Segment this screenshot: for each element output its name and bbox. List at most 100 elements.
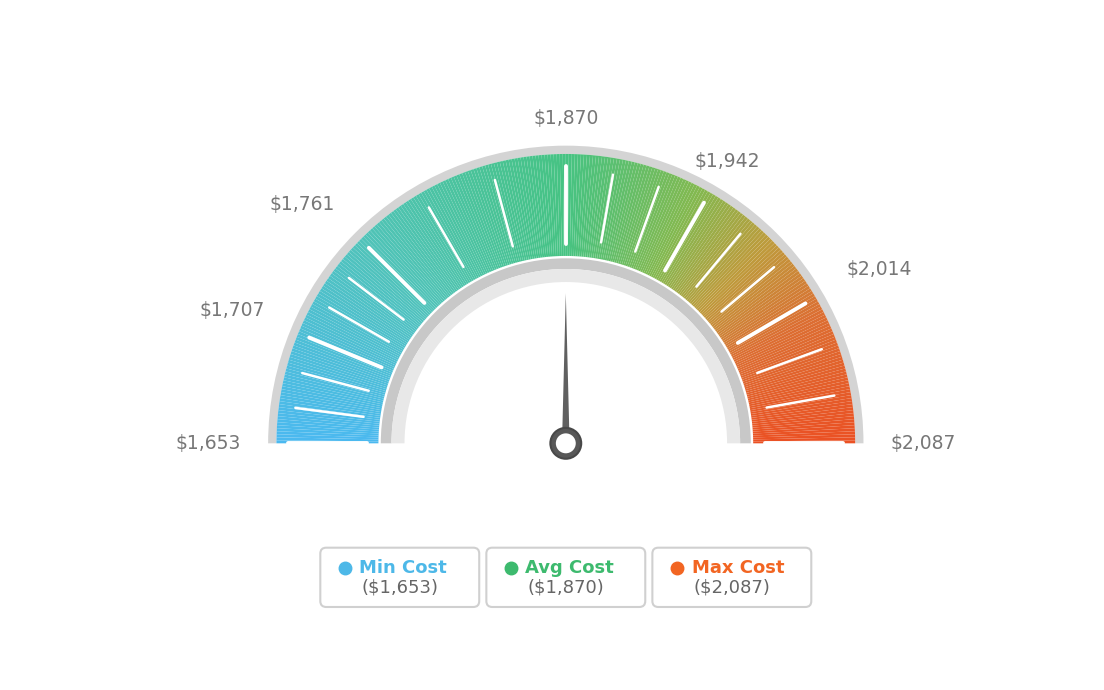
Wedge shape [279, 401, 381, 418]
Wedge shape [548, 155, 556, 256]
Wedge shape [753, 419, 854, 430]
Wedge shape [418, 193, 473, 282]
Wedge shape [276, 437, 379, 442]
Wedge shape [627, 170, 664, 267]
Wedge shape [656, 190, 708, 280]
Wedge shape [643, 179, 687, 273]
Wedge shape [374, 224, 444, 303]
Wedge shape [299, 328, 394, 371]
Wedge shape [635, 175, 676, 270]
Wedge shape [280, 392, 381, 412]
Wedge shape [365, 233, 437, 308]
Wedge shape [730, 304, 820, 355]
Wedge shape [279, 398, 381, 416]
Wedge shape [401, 204, 460, 290]
Wedge shape [753, 428, 854, 435]
Wedge shape [325, 281, 411, 339]
Wedge shape [671, 204, 731, 290]
Wedge shape [520, 157, 539, 258]
Wedge shape [289, 357, 388, 389]
Wedge shape [341, 259, 422, 326]
Wedge shape [465, 171, 502, 268]
Text: $1,653: $1,653 [176, 434, 241, 453]
Wedge shape [327, 278, 412, 338]
Wedge shape [445, 179, 489, 273]
Wedge shape [743, 351, 841, 386]
Wedge shape [411, 197, 467, 285]
Wedge shape [535, 155, 549, 257]
Wedge shape [311, 304, 402, 355]
Wedge shape [733, 312, 825, 360]
Wedge shape [353, 245, 429, 317]
Wedge shape [719, 276, 804, 337]
Wedge shape [751, 392, 851, 412]
Wedge shape [691, 228, 762, 306]
Wedge shape [301, 323, 395, 367]
Wedge shape [631, 172, 669, 268]
Wedge shape [339, 262, 421, 327]
Wedge shape [474, 168, 508, 266]
Wedge shape [470, 169, 506, 266]
Wedge shape [283, 383, 382, 406]
Wedge shape [316, 296, 404, 350]
Text: $1,942: $1,942 [694, 152, 761, 171]
Circle shape [551, 428, 581, 459]
Wedge shape [502, 160, 527, 260]
Wedge shape [277, 431, 379, 437]
Wedge shape [613, 163, 640, 262]
Wedge shape [370, 228, 440, 306]
Wedge shape [372, 226, 442, 304]
Wedge shape [572, 154, 577, 256]
Wedge shape [688, 224, 757, 303]
Wedge shape [616, 165, 647, 264]
Wedge shape [277, 428, 379, 435]
Wedge shape [530, 156, 544, 257]
Wedge shape [697, 237, 771, 310]
Wedge shape [276, 440, 379, 443]
Wedge shape [662, 196, 719, 284]
Polygon shape [562, 293, 570, 443]
Wedge shape [485, 165, 516, 264]
Wedge shape [321, 286, 408, 343]
Wedge shape [709, 257, 788, 324]
Wedge shape [290, 351, 389, 386]
Wedge shape [296, 337, 392, 376]
Wedge shape [752, 416, 854, 428]
Wedge shape [491, 163, 519, 262]
Wedge shape [381, 219, 448, 299]
Wedge shape [593, 157, 612, 258]
Wedge shape [392, 269, 740, 443]
Wedge shape [323, 283, 410, 342]
Wedge shape [479, 166, 511, 264]
Wedge shape [740, 337, 836, 376]
Wedge shape [277, 422, 379, 431]
Wedge shape [720, 278, 805, 338]
Wedge shape [700, 241, 775, 314]
Wedge shape [565, 154, 569, 256]
Wedge shape [393, 209, 456, 293]
Wedge shape [592, 157, 608, 258]
Wedge shape [742, 342, 838, 380]
Wedge shape [544, 155, 554, 257]
Wedge shape [675, 208, 736, 292]
Wedge shape [735, 320, 829, 365]
Wedge shape [741, 339, 837, 378]
Wedge shape [308, 309, 400, 358]
Wedge shape [749, 377, 848, 402]
Wedge shape [289, 354, 388, 387]
Wedge shape [679, 213, 743, 295]
Wedge shape [747, 371, 847, 399]
Wedge shape [413, 196, 469, 284]
Wedge shape [750, 383, 849, 406]
Wedge shape [563, 154, 565, 256]
Wedge shape [715, 268, 798, 332]
Wedge shape [611, 162, 638, 262]
Wedge shape [527, 156, 542, 257]
Wedge shape [405, 201, 464, 287]
Wedge shape [336, 266, 417, 330]
Wedge shape [286, 366, 385, 395]
Wedge shape [509, 159, 531, 259]
Wedge shape [751, 401, 852, 418]
Wedge shape [300, 326, 394, 369]
Wedge shape [429, 187, 479, 278]
